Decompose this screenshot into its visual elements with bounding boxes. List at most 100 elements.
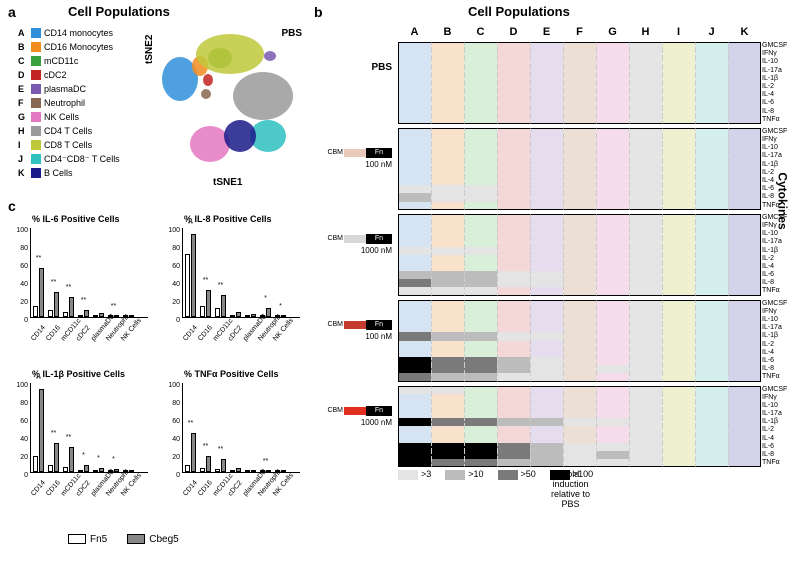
significance-marker: * (112, 456, 115, 463)
heatmap-cell (596, 459, 629, 467)
heatmap-cell (398, 83, 431, 91)
heatmap-cell (431, 443, 464, 451)
heatmap-condition-block: CBMFn100 nMGMCSFIFNγIL-10IL-17aIL-1βIL-2… (318, 300, 761, 382)
heatmap-cell (695, 108, 728, 116)
heatmap-cell (695, 193, 728, 201)
heatmap-cell (497, 42, 530, 50)
tsne-x-axis: tSNE1 (213, 177, 242, 188)
heatmap-cell (629, 222, 662, 230)
heatmap-cell (431, 308, 464, 316)
heatmap-cell (629, 357, 662, 365)
heatmap-cell (497, 128, 530, 136)
heatmap-cell (695, 169, 728, 177)
heatmap-cell (662, 238, 695, 246)
heatmap-cell (464, 116, 497, 124)
bar-cbeg5 (221, 295, 226, 317)
heatmap-cell (464, 177, 497, 185)
heatmap-cell (596, 332, 629, 340)
heatmap-cell (596, 435, 629, 443)
heatmap-cell (398, 386, 431, 394)
panel-b-label: b (314, 4, 323, 20)
heatmap-cell (596, 287, 629, 295)
heatmap-cell (563, 365, 596, 373)
heatmap-cell (431, 271, 464, 279)
heatmap-cell (464, 324, 497, 332)
heatmap-cell (497, 263, 530, 271)
heatmap-cell (530, 99, 563, 107)
heatmap-cell (695, 410, 728, 418)
heatmap-cell (629, 459, 662, 467)
pop-letter: I (18, 140, 28, 150)
heatmap-cell (695, 222, 728, 230)
heatmap-cell (596, 42, 629, 50)
heatmap-cell (563, 247, 596, 255)
heatmap-cell (530, 214, 563, 222)
bar-cbeg5 (236, 312, 241, 317)
heatmap-cell (530, 287, 563, 295)
heatmap-cell (662, 435, 695, 443)
heatmap-cell (629, 263, 662, 271)
heatmap-cell (695, 144, 728, 152)
heatmap-cell (398, 75, 431, 83)
heatmap-cell (497, 426, 530, 434)
tsne-condition-tag: PBS (281, 28, 302, 39)
significance-marker: ** (188, 221, 193, 228)
bar-cbeg5 (69, 297, 74, 317)
heatmap-cell (464, 247, 497, 255)
heatmap-cell (431, 435, 464, 443)
heatmap-cell (662, 300, 695, 308)
bar-cbeg5 (39, 268, 44, 318)
heatmap-cell (497, 349, 530, 357)
heatmap-cell (695, 99, 728, 107)
heatmap-cell (530, 91, 563, 99)
heatmap-cell (728, 349, 761, 357)
heatmap-cell (596, 386, 629, 394)
heatmap-cell (662, 222, 695, 230)
heatmap-cell (497, 451, 530, 459)
heatmap-cell (431, 193, 464, 201)
heatmap-cell (497, 308, 530, 316)
heatmap-cell (431, 136, 464, 144)
heatmap-cell (497, 214, 530, 222)
heatmap-cell (695, 308, 728, 316)
heatmap-cell (431, 279, 464, 287)
heatmap-cell (497, 177, 530, 185)
heatmap-cell (695, 185, 728, 193)
heatmap-cell (629, 144, 662, 152)
heatmap-cell (629, 161, 662, 169)
heatmap-cell (629, 365, 662, 373)
population-legend-row: DcDC2 (18, 68, 120, 82)
heatmap-cell (596, 99, 629, 107)
tsne-svg (158, 24, 308, 174)
heatmap-cell (596, 255, 629, 263)
heatmap-cell (431, 357, 464, 365)
heatmap-cell (563, 349, 596, 357)
heatmap-cell (728, 136, 761, 144)
heatmap-cell (464, 99, 497, 107)
heatmap-cell (398, 316, 431, 324)
heatmap-cell (728, 394, 761, 402)
heatmap-cell (398, 238, 431, 246)
heatmap-cell (563, 136, 596, 144)
heatmap-cell (629, 128, 662, 136)
heatmap-cell (695, 394, 728, 402)
heatmap-condition-block: CBMFn1000 nMGMCSFIFNγIL-10IL-17aIL-1βIL-… (318, 214, 761, 296)
heatmap-cell (662, 202, 695, 210)
population-legend-row: HCD4 T Cells (18, 124, 120, 138)
significance-marker: ** (66, 284, 71, 291)
heatmap-cell (464, 443, 497, 451)
heatmap-cell (629, 418, 662, 426)
heatmap-cell (431, 83, 464, 91)
pop-name: CD16 Monocytes (44, 42, 113, 52)
heatmap-cell (464, 42, 497, 50)
y-ticks: 100806040200 (168, 383, 180, 491)
heatmap-cell (629, 238, 662, 246)
population-legend-row: KB Cells (18, 166, 120, 180)
heatmap-cell (464, 193, 497, 201)
heatmap-cell (728, 365, 761, 373)
heatmap-cell (596, 316, 629, 324)
heatmap-cell (464, 67, 497, 75)
pop-swatch (31, 28, 41, 38)
heatmap-grid (398, 386, 761, 468)
heatmap-cell (695, 230, 728, 238)
